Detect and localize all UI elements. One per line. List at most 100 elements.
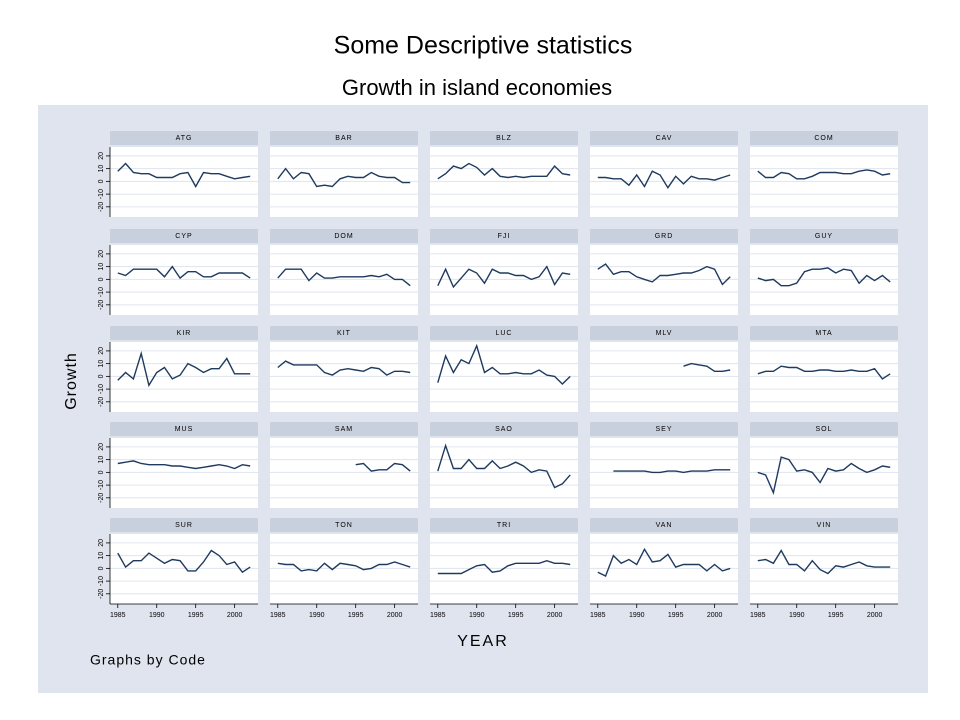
plot-area (430, 438, 578, 508)
x-tick-label: 1990 (469, 612, 485, 619)
panel-label: CYP (175, 233, 192, 240)
x-tick-label: 1995 (828, 612, 844, 619)
y-axis-title: Growth (63, 352, 80, 410)
y-tick-label: 10 (98, 552, 105, 560)
panel-header (430, 131, 578, 145)
series-line (613, 469, 731, 474)
x-tick-label: 1985 (110, 612, 126, 619)
panel-label: SAM (335, 426, 353, 433)
series-line (277, 167, 411, 188)
panel-label: ATG (176, 135, 193, 142)
panel-header (270, 518, 418, 532)
series-line (683, 362, 731, 372)
series-line (597, 547, 731, 577)
series-line (277, 561, 411, 572)
panel-label: VIN (817, 522, 832, 529)
y-tick-label: -10 (98, 480, 105, 490)
x-tick-label: 1995 (348, 612, 364, 619)
y-tick-label: -20 (98, 397, 105, 407)
panel-header (430, 229, 578, 243)
panel-label: GUY (815, 233, 833, 240)
x-tick-label: 1990 (149, 612, 165, 619)
x-tick-label: 2000 (707, 612, 723, 619)
y-tick-label: 10 (98, 263, 105, 271)
panel-header (430, 422, 578, 436)
y-tick-label: -10 (98, 189, 105, 199)
series-line (277, 360, 411, 376)
y-tick-label: -20 (98, 493, 105, 503)
panel-label: TON (335, 522, 353, 529)
plot-area (110, 245, 258, 315)
series-line (757, 267, 891, 287)
series-line (437, 559, 571, 575)
series-line (117, 460, 251, 470)
plot-area (110, 534, 258, 604)
y-tick-label: 10 (98, 456, 105, 464)
x-tick-label: 1995 (188, 612, 204, 619)
y-tick-label: 10 (98, 360, 105, 368)
panel-label: SEY (655, 426, 672, 433)
series-line (437, 343, 571, 385)
y-tick-label: -10 (98, 576, 105, 586)
panel-label: MTA (815, 330, 832, 337)
panel-header (750, 422, 898, 436)
panel-header (110, 229, 258, 243)
panel-header (590, 131, 738, 145)
y-tick-label: 0 (98, 179, 105, 183)
panel-label: LUC (495, 330, 512, 337)
panel-header (430, 326, 578, 340)
panel-header (750, 518, 898, 532)
panel-header (110, 326, 258, 340)
plot-area (110, 438, 258, 508)
y-tick-label: 10 (98, 165, 105, 173)
series-line (757, 365, 891, 380)
panel-header (750, 131, 898, 145)
y-tick-label: 0 (98, 566, 105, 570)
panel-header (270, 229, 418, 243)
series-line (757, 456, 891, 495)
x-tick-label: 2000 (387, 612, 403, 619)
panel-header (270, 326, 418, 340)
series-line (597, 170, 731, 189)
plot-area (750, 438, 898, 508)
panel-header (110, 131, 258, 145)
x-tick-label: 1990 (629, 612, 645, 619)
x-tick-label: 1985 (750, 612, 766, 619)
y-tick-label: 0 (98, 374, 105, 378)
panel-header (430, 518, 578, 532)
panel-label: FJI (498, 233, 511, 240)
panel-label: SUR (175, 522, 193, 529)
plot-area (270, 438, 418, 508)
series-line (117, 350, 251, 388)
x-tick-label: 2000 (547, 612, 563, 619)
series-line (117, 162, 251, 188)
plot-area (750, 342, 898, 412)
x-tick-label: 1990 (789, 612, 805, 619)
y-tick-label: -10 (98, 384, 105, 394)
panel-label: MUS (175, 426, 194, 433)
y-tick-label: 0 (98, 277, 105, 281)
x-tick-label: 2000 (867, 612, 883, 619)
series-line (117, 549, 251, 574)
plot-area (430, 147, 578, 217)
y-tick-label: -20 (98, 300, 105, 310)
panel-header (110, 518, 258, 532)
panel-label: BLZ (496, 135, 512, 142)
series-line (757, 549, 891, 575)
panel-label: BAR (335, 135, 352, 142)
y-tick-label: -20 (98, 589, 105, 599)
plot-area (590, 438, 738, 508)
x-tick-label: 1985 (590, 612, 606, 619)
panel-label: SOL (815, 426, 832, 433)
x-axis-title: YEAR (457, 633, 509, 650)
panel-header (590, 518, 738, 532)
series-line (277, 268, 411, 287)
panel-label: CAV (656, 135, 673, 142)
series-line (597, 263, 731, 286)
y-tick-label: 20 (98, 443, 105, 451)
plot-area (270, 245, 418, 315)
y-tick-label: 20 (98, 539, 105, 547)
y-tick-label: -10 (98, 287, 105, 297)
x-tick-label: 1985 (430, 612, 446, 619)
panel-header (270, 131, 418, 145)
